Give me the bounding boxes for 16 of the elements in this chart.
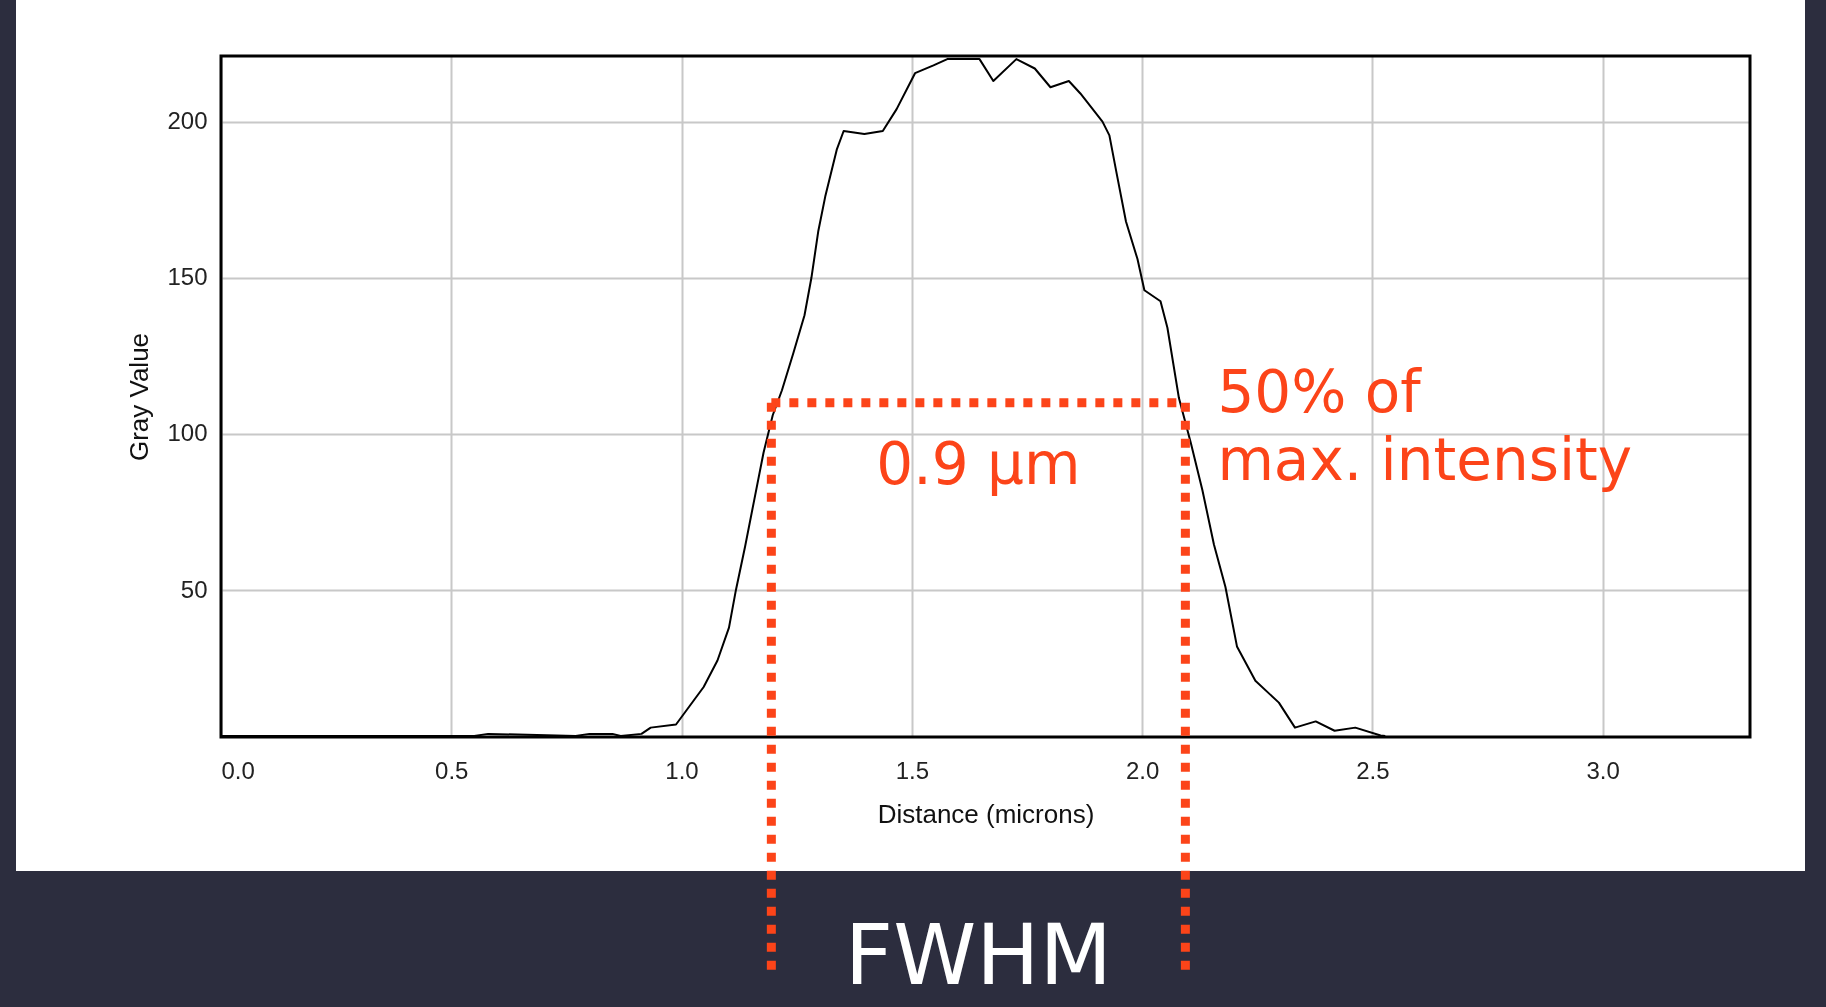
x-tick-label: 0.0: [221, 756, 255, 784]
x-axis-title: Distance (microns): [877, 798, 1095, 829]
x-tick-label: 2.0: [1125, 756, 1160, 784]
text: FWHM: [844, 906, 1112, 1004]
x-tick-label: 1.0: [665, 756, 699, 784]
y-tick-label: 100: [167, 419, 208, 447]
x-tick-label: 0.5: [435, 756, 469, 784]
y-tick-label: 150: [167, 263, 208, 291]
ref-line-label: 50% of max. intensity: [1217, 357, 1633, 494]
y-tick-label: 50: [180, 575, 208, 603]
annotation: 0.9 µm: [876, 429, 1081, 498]
y-tick-label: 200: [167, 107, 208, 135]
x-tick-label: 3.0: [1586, 756, 1620, 784]
x-tick-label: 2.5: [1356, 756, 1390, 784]
y-axis-title: Gray Value: [124, 332, 155, 462]
x-tick-label: 1.5: [895, 756, 929, 784]
